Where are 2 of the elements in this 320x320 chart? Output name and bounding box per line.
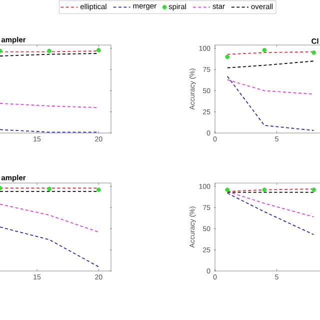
point [262, 48, 267, 52]
point [225, 54, 230, 60]
